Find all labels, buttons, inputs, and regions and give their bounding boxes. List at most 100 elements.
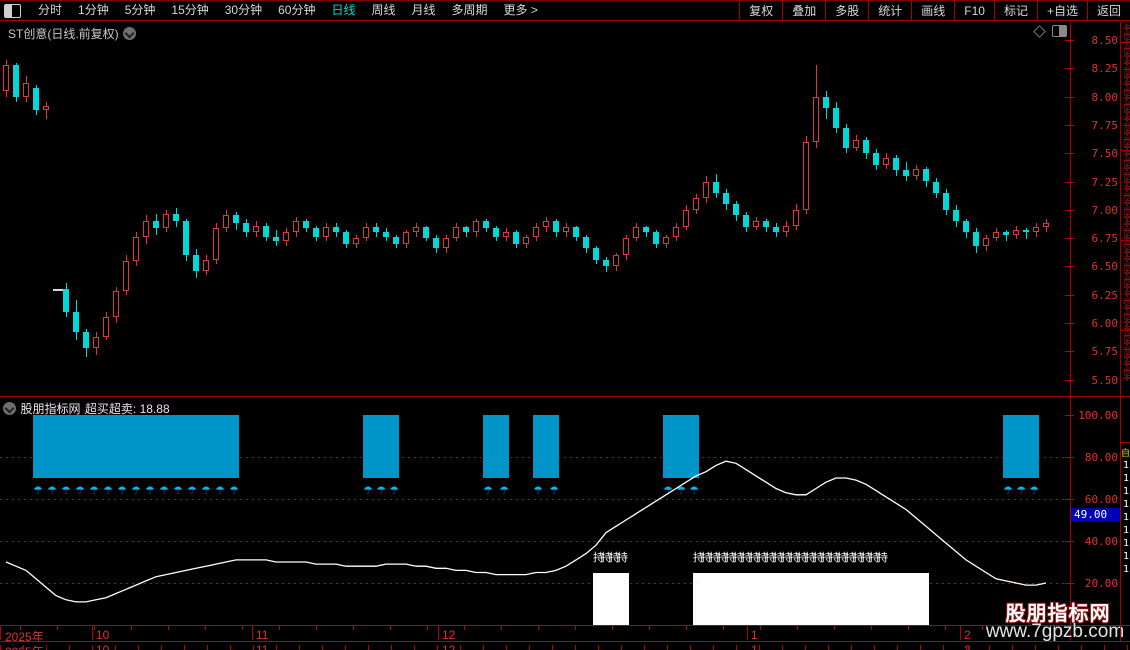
indicator-axis-label: 60.00	[1084, 493, 1118, 506]
minor-tick	[649, 626, 650, 630]
candle	[3, 64, 9, 91]
minor-tick	[1019, 626, 1020, 630]
toolbar-period-周线[interactable]: 周线	[371, 3, 396, 17]
time-axis2-label-11: 11	[256, 643, 269, 650]
candle	[923, 169, 929, 182]
candle	[353, 238, 359, 244]
minor-tick-2	[1035, 645, 1036, 650]
toolbar-period-30分钟[interactable]: 30分钟	[224, 3, 263, 17]
chart-title: ST创意(日线.前复权)	[8, 27, 119, 41]
chart-title-row: ST创意(日线.前复权)	[8, 25, 137, 43]
candle	[943, 192, 949, 210]
right-edge-strip: 非卅非卅非非卅非非卅非卅非非卅非卅非非卅非卅非非卅非卅非非卅非卅非非卅非卅非非卅…	[1121, 22, 1130, 640]
toolbar-period-15分钟[interactable]: 15分钟	[171, 3, 209, 17]
strip-digit: 1	[1123, 460, 1130, 471]
candle	[793, 209, 799, 226]
right-strip-vertical-text: 非卅非卅非非卅非非卅非卅非非卅非卅非非卅非卅非非卅非卅非非卅非卅非非卅非卅非非卅…	[1123, 24, 1130, 381]
umbrella-icon-row: ☂ ☂ ☂	[363, 484, 399, 498]
umbrella-icon: ☂	[215, 484, 225, 498]
toolbar-action-叠加[interactable]: 叠加	[782, 1, 825, 20]
indicator-source: 股朋指标网	[20, 402, 81, 416]
candle	[593, 248, 599, 260]
toolbar-action-+自选[interactable]: +自选	[1036, 1, 1087, 20]
strip-digit: 1	[1123, 538, 1130, 549]
toolbar-period-5分钟[interactable]: 5分钟	[124, 3, 156, 17]
price-axis-tick	[1065, 323, 1074, 324]
toolbar-period-60分钟[interactable]: 60分钟	[278, 3, 316, 17]
minor-tick	[205, 626, 206, 630]
candle	[543, 221, 549, 227]
toolbar-action-返回[interactable]: 返回	[1086, 1, 1130, 20]
candle	[903, 170, 909, 176]
candle	[283, 232, 289, 242]
candle	[163, 214, 169, 228]
chevron-down-icon[interactable]	[3, 402, 16, 415]
toolbar-action-画线[interactable]: 画线	[911, 1, 954, 20]
month-tick	[438, 626, 439, 640]
toolbar-period-分时[interactable]: 分时	[38, 3, 63, 17]
price-axis-label: 7.75	[1091, 118, 1119, 132]
candle	[93, 336, 99, 348]
toolbar-period-更多 >[interactable]: 更多 >	[503, 3, 538, 17]
minor-tick-2	[621, 645, 622, 650]
window-layout-icon[interactable]	[4, 3, 21, 18]
minor-tick	[427, 626, 428, 630]
candle	[603, 259, 609, 267]
indicator-axis-tick	[1065, 541, 1074, 542]
candle	[553, 221, 559, 233]
toolbar-action-F10[interactable]: F10	[954, 1, 994, 20]
main-candlestick-chart[interactable]	[0, 22, 1070, 396]
candle	[843, 128, 849, 148]
toolbar-action-标记[interactable]: 标记	[993, 1, 1037, 20]
minor-tick	[686, 626, 687, 630]
maximize-pane-icon[interactable]	[1052, 25, 1067, 37]
candle	[1013, 230, 1019, 235]
price-axis-label: 8.00	[1091, 90, 1119, 104]
candle	[693, 198, 699, 210]
minor-tick-2	[529, 645, 530, 650]
candle	[513, 232, 519, 244]
toolbar-action-统计[interactable]: 统计	[868, 1, 911, 20]
candle	[393, 236, 399, 244]
minor-tick-2	[506, 645, 507, 650]
chevron-down-icon[interactable]	[123, 27, 137, 40]
price-axis-tick	[1065, 294, 1074, 296]
month-tick	[960, 626, 961, 640]
strip-divider	[1121, 442, 1130, 443]
candle	[713, 181, 719, 193]
umbrella-icon: ☂	[229, 484, 239, 498]
candle	[623, 238, 629, 256]
toolbar-action-多股[interactable]: 多股	[825, 1, 868, 20]
toolbar-period-日线[interactable]: 日线	[331, 3, 356, 17]
hold-signal-text: 持持持持	[593, 552, 628, 565]
strip-digit: 1	[1123, 486, 1130, 497]
strip-digit: 1	[1123, 499, 1130, 510]
minor-tick-2	[552, 645, 553, 650]
minor-tick-2	[644, 645, 645, 650]
indicator-panel[interactable]: ☂ ☂ ☂ ☂ ☂ ☂ ☂ ☂ ☂ ☂ ☂ ☂ ☂ ☂ ☂ ☂ ☂ ☂ ☂ ☂ ☂ ☂ ☂ ☂ ☂ ☂ ☂ ☂ 持持持持 持持持持持持持持…	[0, 397, 1070, 625]
candle	[333, 226, 339, 233]
toolbar-period-1分钟[interactable]: 1分钟	[78, 3, 109, 17]
time-axis2-label-2025年: 2025年	[5, 643, 44, 650]
toolbar-period-月线[interactable]: 月线	[411, 3, 436, 17]
candle	[583, 236, 589, 249]
minor-tick-2	[759, 645, 760, 650]
indicator-axis-tick	[1065, 457, 1074, 458]
overbought-bar	[533, 415, 559, 478]
toolbar-action-复权[interactable]: 复权	[739, 1, 782, 20]
strip-digit: 1	[1123, 512, 1130, 523]
candle	[443, 238, 449, 249]
time-axis2-label-12: 12	[442, 643, 456, 650]
price-axis-tick	[1065, 68, 1074, 70]
price-axis-label: 5.50	[1091, 373, 1119, 387]
strip-digit: 1	[1123, 564, 1130, 575]
umbrella-icon: ☂	[549, 484, 559, 498]
strip-divider	[1121, 42, 1130, 43]
indicator-gridline-20	[0, 583, 1070, 584]
toolbar-period-多周期[interactable]: 多周期	[451, 3, 488, 17]
candle	[973, 232, 979, 247]
price-axis-label: 7.25	[1091, 175, 1119, 189]
candle	[83, 332, 89, 348]
minor-tick-2	[667, 645, 668, 650]
candle	[883, 157, 889, 165]
